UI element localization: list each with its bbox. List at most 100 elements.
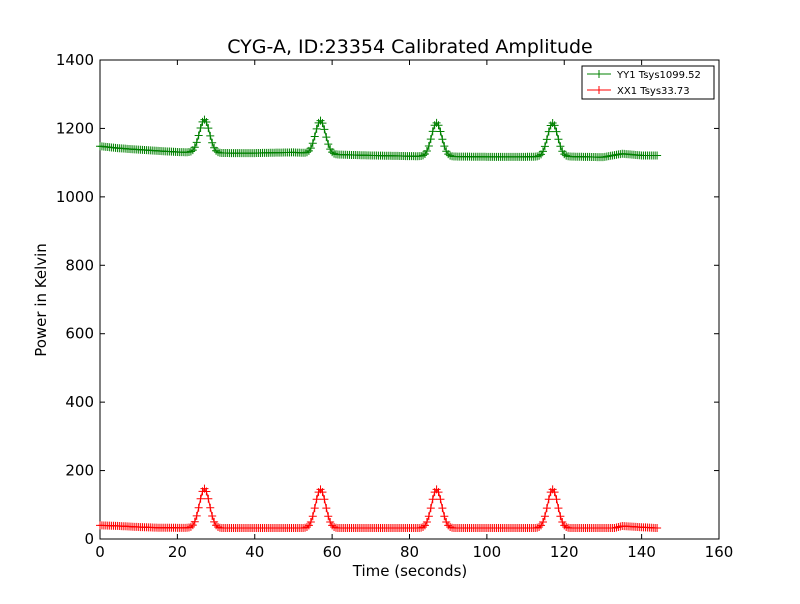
data-point-marker <box>420 521 429 530</box>
plot-frame <box>99 59 720 540</box>
data-point-marker <box>202 117 211 126</box>
series-1 <box>96 484 662 533</box>
y-tick-label: 800 <box>65 256 94 274</box>
series-markers <box>96 115 662 162</box>
data-point-marker <box>533 152 542 161</box>
x-tick-label: 20 <box>168 543 187 561</box>
legend-label: XX1 Tsys33.73 <box>617 86 690 97</box>
data-point-marker <box>444 150 453 159</box>
data-point-marker <box>204 124 213 133</box>
data-point-marker <box>306 517 315 526</box>
x-tick-label: 80 <box>400 543 419 561</box>
legend-label: YY1 Tsys1099.52 <box>616 70 701 81</box>
data-point-marker <box>560 150 569 159</box>
data-point-marker <box>202 487 211 496</box>
data-point-marker <box>417 151 426 160</box>
x-axis-label: Time (seconds) <box>352 562 468 580</box>
series-0 <box>96 115 662 162</box>
data-point-marker <box>535 523 544 532</box>
data-point-marker <box>538 517 547 526</box>
data-point-marker <box>422 147 431 156</box>
x-tick-label: 140 <box>627 543 656 561</box>
data-point-marker <box>419 151 428 160</box>
x-tick-label: 160 <box>705 543 734 561</box>
data-point-marker <box>194 503 203 512</box>
y-axis-label: Power in Kelvin <box>32 243 50 357</box>
data-point-marker <box>424 142 433 151</box>
data-point-marker <box>428 495 437 504</box>
data-point-marker <box>556 142 565 151</box>
x-tick-label: 120 <box>550 543 579 561</box>
data-point-marker <box>428 127 437 136</box>
data-point-marker <box>204 494 213 503</box>
data-point-marker <box>302 148 311 157</box>
data-point-marker <box>550 121 559 130</box>
data-point-marker <box>330 149 339 158</box>
y-tick-label: 1400 <box>56 51 94 69</box>
data-point-marker <box>192 511 201 520</box>
data-point-marker <box>186 147 195 156</box>
data-point-marker <box>558 517 567 526</box>
series-layer <box>96 115 662 533</box>
data-point-marker <box>304 521 313 530</box>
series-markers <box>96 484 662 533</box>
data-point-marker <box>213 148 222 157</box>
data-point-marker <box>186 522 195 531</box>
legend-marker <box>595 86 603 94</box>
data-point-marker <box>540 142 549 151</box>
y-tick-label: 400 <box>65 393 94 411</box>
data-point-marker <box>552 127 561 136</box>
data-point-marker <box>446 523 455 532</box>
data-point-marker <box>612 523 621 532</box>
data-point-marker <box>318 488 327 497</box>
data-point-marker <box>440 142 449 151</box>
data-point-marker <box>426 504 435 513</box>
x-tick-label: 100 <box>473 543 502 561</box>
data-point-marker <box>537 521 546 530</box>
data-point-marker <box>308 512 317 521</box>
data-point-marker <box>434 488 443 497</box>
chart-title: CYG-A, ID:23354 Calibrated Amplitude <box>227 36 592 58</box>
data-point-marker <box>188 521 197 530</box>
data-point-marker <box>212 146 221 155</box>
data-point-marker <box>210 517 219 526</box>
data-point-marker <box>419 523 428 532</box>
data-point-marker <box>562 151 571 160</box>
data-point-marker <box>318 119 327 128</box>
data-point-marker <box>194 131 203 140</box>
data-point-marker <box>312 495 321 504</box>
legend: YY1 Tsys1099.52 XX1 Tsys33.73 <box>581 65 715 100</box>
y-tick-label: 200 <box>65 462 94 480</box>
data-point-marker <box>562 523 571 532</box>
x-tick-label: 40 <box>245 543 264 561</box>
data-point-marker <box>208 511 217 520</box>
data-point-marker <box>330 523 339 532</box>
data-point-marker <box>310 504 319 513</box>
data-point-marker <box>213 523 222 532</box>
legend-marker <box>595 70 603 78</box>
data-point-marker <box>328 148 337 157</box>
data-point-marker <box>535 151 544 160</box>
data-point-marker <box>324 140 333 149</box>
data-point-marker <box>184 148 193 157</box>
data-point-marker <box>206 503 215 512</box>
data-point-marker <box>542 504 551 513</box>
data-point-marker <box>436 127 445 136</box>
data-point-marker <box>310 132 319 141</box>
data-point-marker <box>322 504 331 513</box>
data-point-marker <box>306 144 315 153</box>
data-point-marker <box>196 123 205 132</box>
y-tick-label: 1200 <box>56 119 94 137</box>
data-point-marker <box>438 135 447 144</box>
data-point-marker <box>192 138 201 147</box>
data-point-marker <box>190 517 199 526</box>
x-tick-label: 0 <box>95 543 105 561</box>
y-tick-label: 600 <box>65 325 94 343</box>
data-point-marker <box>206 131 215 140</box>
data-point-marker <box>322 133 331 142</box>
axis-ticks: 0 20 40 60 80 100 120 140 160 0 200 400 600 800 1000 12… <box>56 51 734 561</box>
data-point-marker <box>326 517 335 526</box>
data-point-marker <box>554 135 563 144</box>
data-point-marker <box>610 524 619 533</box>
